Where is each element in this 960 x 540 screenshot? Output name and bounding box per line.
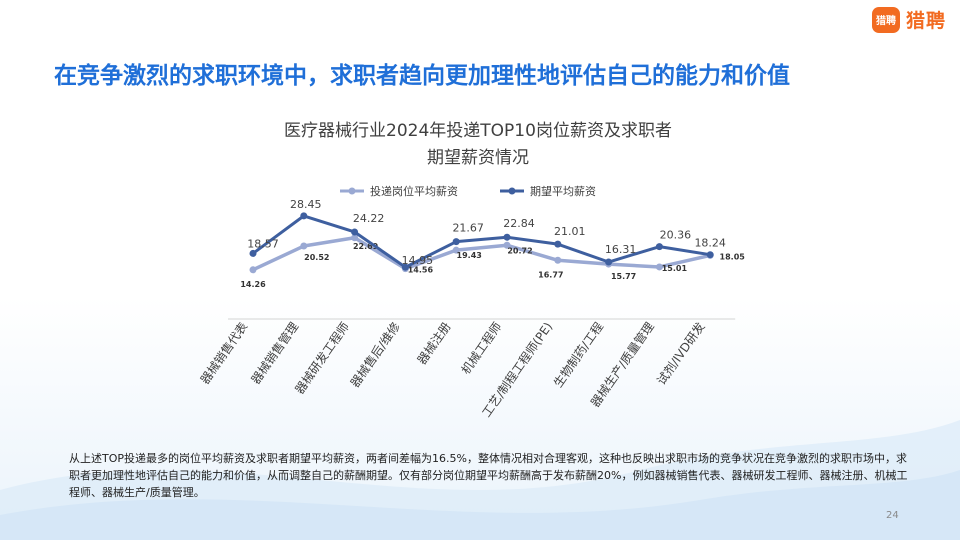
series-1-label-8: 15.77 bbox=[611, 272, 636, 281]
legend-marker-2 bbox=[508, 187, 516, 195]
liepin-logo: 猎聘 猎聘 bbox=[871, 6, 946, 33]
legend-marker-1 bbox=[348, 187, 356, 195]
series-2-label-4: 14.95 bbox=[402, 254, 434, 267]
series-1-point-2 bbox=[300, 242, 308, 250]
series-1-point-3 bbox=[351, 234, 359, 242]
series-1-point-7 bbox=[554, 256, 562, 264]
series-2-point-9 bbox=[655, 243, 663, 251]
series-1-point-5 bbox=[452, 246, 460, 254]
series-2-point-4 bbox=[401, 263, 409, 271]
x-tick-label-5: 器械注册 bbox=[414, 319, 454, 367]
chart-title-line-1: 医疗器械行业2024年投递TOP10岗位薪资及求职者 bbox=[284, 121, 672, 141]
x-tick-label-3: 器械研发工程师 bbox=[292, 319, 352, 396]
series-1-label-7: 16.77 bbox=[538, 270, 563, 279]
series-2-label-1: 18.57 bbox=[247, 237, 279, 250]
series-1-label-5: 19.43 bbox=[457, 251, 482, 260]
series-1-label-6: 20.72 bbox=[507, 246, 532, 255]
series-2-label-6: 22.84 bbox=[503, 217, 535, 230]
series-2-point-10 bbox=[706, 251, 714, 259]
summary-text: 从上述TOP投递最多的岗位平均薪资及求职者期望平均薪资，两者间差幅为16.5%，… bbox=[69, 452, 908, 499]
series-2-point-6 bbox=[503, 233, 511, 241]
chart-title-line-2: 期望薪资情况 bbox=[427, 148, 529, 168]
x-tick-label-4: 器械售后/维修 bbox=[347, 319, 403, 390]
x-tick-label-6: 机械工程师 bbox=[458, 319, 505, 377]
series-2-label-5: 21.67 bbox=[452, 222, 484, 235]
series-1-point-1 bbox=[249, 266, 257, 274]
series-1-label-3: 22.69 bbox=[353, 242, 379, 251]
legend-label-1: 投递岗位平均薪资 bbox=[370, 184, 458, 198]
series-1-point-9 bbox=[655, 263, 663, 271]
series-1-label-4: 14.56 bbox=[408, 266, 434, 275]
series-1-label-1: 14.26 bbox=[240, 280, 266, 289]
x-tick-label-2: 器械销售管理 bbox=[248, 319, 302, 387]
x-tick-label-8: 生物制药/工程 bbox=[550, 319, 606, 390]
series-2-point-1 bbox=[249, 249, 257, 257]
page-headline: 在竞争激烈的求职环境中，求职者趋向更加理性地评估自己的能力和价值 bbox=[54, 63, 790, 89]
series-2-point-8 bbox=[605, 258, 613, 266]
logo-text: 猎聘 bbox=[905, 10, 946, 32]
series-2-label-2: 28.45 bbox=[290, 198, 322, 211]
x-tick-label-10: 试剂/IVD研发 bbox=[653, 319, 707, 387]
series-2-label-7: 21.01 bbox=[554, 225, 586, 238]
series-line-1 bbox=[252, 236, 711, 272]
series-2-point-2 bbox=[300, 212, 308, 220]
series-1-label-9: 15.01 bbox=[662, 264, 688, 273]
series-2-point-3 bbox=[351, 228, 359, 236]
series-2-point-5 bbox=[452, 238, 460, 246]
series-2-point-7 bbox=[554, 240, 562, 248]
background-wave bbox=[0, 420, 960, 540]
page-number: 24 bbox=[886, 510, 899, 521]
series-2-label-8: 16.31 bbox=[605, 243, 637, 256]
series-1-label-10: 18.05 bbox=[720, 252, 746, 261]
series-2-label-10: 18.24 bbox=[694, 237, 726, 250]
logo-badge-icon: 猎聘 bbox=[871, 6, 900, 33]
series-2-label-9: 20.36 bbox=[660, 229, 692, 242]
series-2-label-3: 24.22 bbox=[353, 212, 385, 225]
legend-label-2: 期望平均薪资 bbox=[530, 185, 596, 198]
series-1-point-6 bbox=[503, 241, 511, 249]
series-1-label-2: 20.52 bbox=[304, 253, 329, 262]
x-tick-label-1: 器械销售代表 bbox=[197, 319, 251, 387]
series-line-2 bbox=[252, 214, 711, 269]
